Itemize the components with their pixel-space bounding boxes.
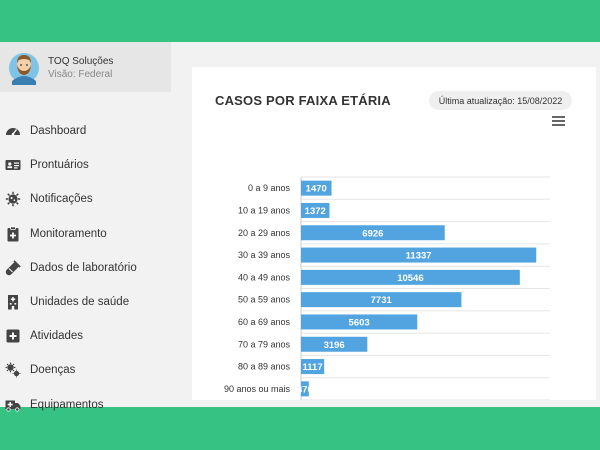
bar: [301, 314, 418, 330]
data-label: 1470: [306, 184, 327, 195]
data-label: 1372: [305, 206, 326, 217]
sidebar-item-label: Monitoramento: [30, 227, 107, 240]
hospital-icon: [5, 294, 21, 310]
category-label: 40 a 49 anos: [238, 272, 291, 282]
bar: [301, 292, 462, 308]
user-name: TOQ Soluções: [48, 56, 114, 67]
bar: [301, 336, 368, 352]
age-group-chart-card: CASOS POR FAIXA ETÁRIA Última atualizaçã…: [192, 67, 596, 400]
clipboard-plus-icon: [5, 226, 21, 242]
bar-chart: 0 a 9 anos 1470 10 a 19 anos 1372 20 a 29 an…: [192, 67, 596, 400]
viruses-icon: [5, 362, 21, 378]
bar: [301, 247, 537, 263]
sidebar-item-atividades[interactable]: Atividades: [0, 319, 171, 353]
bar: [301, 202, 330, 218]
category-label: 60 a 69 anos: [238, 317, 291, 327]
id-card-icon: [5, 157, 21, 173]
sidebar-item-label: Unidades de saúde: [30, 296, 130, 309]
app-window: TOQ Soluções Visão: Federal Dashboard Pr…: [0, 42, 600, 412]
sidebar-item-dados-laboratorio[interactable]: Dados de laboratório: [0, 251, 171, 285]
sidebar-item-monitoramento[interactable]: Monitoramento: [0, 217, 171, 251]
avatar: [9, 53, 39, 85]
sidebar-item-notificacoes[interactable]: Notificações: [0, 182, 171, 216]
test-tube-icon: [5, 260, 21, 276]
category-label: 20 a 29 anos: [238, 228, 291, 238]
sidebar-item-label: Dashboard: [30, 125, 87, 138]
data-label: 5603: [349, 317, 370, 328]
category-label: 30 a 39 anos: [238, 250, 291, 260]
sidebar: TOQ Soluções Visão: Federal Dashboard Pr…: [0, 42, 171, 412]
data-label: 11337: [406, 251, 432, 262]
sidebar-item-label: Notificações: [30, 193, 93, 206]
sidebar-item-prontuarios[interactable]: Prontuários: [0, 148, 171, 182]
sidebar-item-unidades-saude[interactable]: Unidades de saúde: [0, 285, 171, 319]
virus-icon: [5, 191, 21, 207]
category-label: 0 a 9 anos: [248, 183, 291, 193]
bar: [301, 359, 325, 375]
dashboard-gauge-icon: [5, 123, 21, 139]
sidebar-item-doencas[interactable]: Doenças: [0, 353, 171, 387]
sidebar-item-dashboard[interactable]: Dashboard: [0, 114, 171, 148]
sidebar-menu: Dashboard Prontuários Notificações Monit…: [0, 114, 171, 422]
bar-chart-svg: 0 a 9 anos 1470 10 a 19 anos 1372 20 a 29 an…: [224, 176, 550, 400]
user-profile[interactable]: TOQ Soluções Visão: Federal: [0, 42, 171, 92]
data-label: 10546: [397, 273, 423, 284]
medical-square-icon: [5, 328, 21, 344]
user-scope: Visão: Federal: [48, 69, 113, 80]
sidebar-item-label: Dados de laboratório: [30, 261, 137, 274]
data-label: 7731: [371, 295, 393, 306]
category-label: 90 anos ou mais: [224, 384, 291, 394]
category-label: 10 a 19 anos: [238, 205, 291, 215]
data-label: 6926: [362, 228, 383, 239]
category-label: 50 a 59 anos: [238, 295, 291, 305]
category-label: 80 a 89 anos: [238, 362, 291, 372]
sidebar-item-label: Equipamentos: [30, 398, 104, 411]
bar: [301, 269, 520, 285]
hamburger-icon[interactable]: [552, 115, 566, 127]
sidebar-item-label: Doenças: [30, 364, 76, 377]
last-update-badge: Última atualização: 15/08/2022: [429, 91, 572, 110]
bar: [301, 381, 309, 397]
data-label: 3196: [324, 340, 345, 351]
data-label: 376: [297, 384, 313, 395]
sidebar-item-label: Atividades: [30, 330, 84, 343]
bar: [301, 225, 445, 241]
card-title: CASOS POR FAIXA ETÁRIA: [215, 93, 391, 108]
data-label: 1117: [303, 362, 323, 373]
category-label: 70 a 79 anos: [238, 339, 291, 349]
sidebar-item-equipamentos[interactable]: Equipamentos: [0, 388, 171, 422]
ambulance-icon: [5, 397, 21, 413]
sidebar-item-label: Prontuários: [30, 159, 89, 172]
bar: [301, 180, 332, 196]
